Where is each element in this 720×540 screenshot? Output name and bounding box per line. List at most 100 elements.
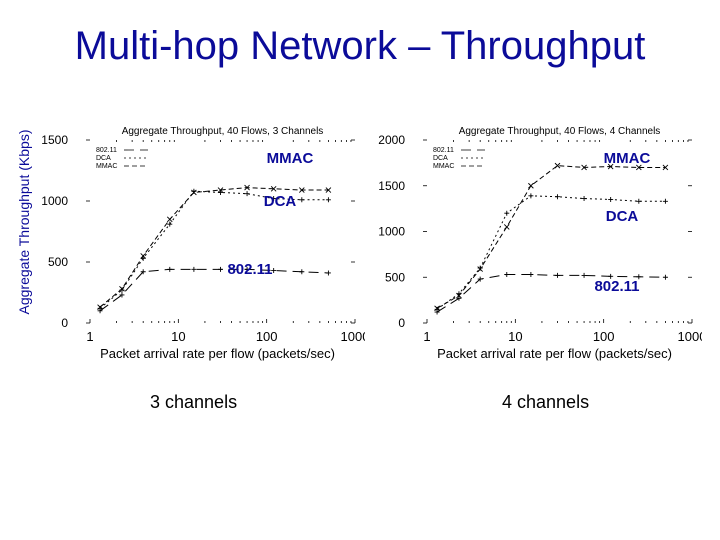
- marker-x: [140, 253, 147, 259]
- marker-plus: [662, 198, 668, 204]
- data-point-mmac: [217, 187, 224, 193]
- data-point-dca: [299, 197, 305, 203]
- data-point-802-11: [140, 269, 146, 275]
- data-point-dca: [528, 193, 534, 199]
- marker-plus: [191, 266, 197, 272]
- marker-plus: [581, 196, 587, 202]
- data-point-dca: [325, 197, 331, 203]
- chart-title: Aggregate Throughput, 40 Flows, 4 Channe…: [459, 126, 661, 137]
- marker-x: [217, 187, 224, 193]
- y-tick-label-2000: 2000: [378, 133, 405, 147]
- data-point-dca: [244, 191, 250, 197]
- marker-x: [607, 163, 614, 170]
- marker-plus: [217, 189, 223, 195]
- marker-plus: [554, 194, 560, 200]
- data-point-802-11: [477, 276, 483, 282]
- data-point-dca: [271, 196, 277, 202]
- data-point-802-11: [271, 268, 277, 274]
- x-tick-label-1: 1: [423, 329, 430, 344]
- data-point-mmac: [244, 184, 250, 191]
- marker-x: [662, 164, 669, 171]
- legend-label-dca: DCA: [433, 155, 448, 162]
- legend-label-mmac: MMAC: [433, 163, 454, 170]
- legend-label-mmac: MMAC: [96, 163, 117, 170]
- marker-x: [528, 182, 534, 189]
- marker-x: [325, 187, 332, 193]
- x-axis-label: Packet arrival rate per flow (packets/se…: [100, 346, 335, 361]
- marker-plus: [244, 266, 250, 272]
- x-axis-label: Packet arrival rate per flow (packets/se…: [437, 346, 672, 361]
- marker-plus: [528, 193, 534, 199]
- marker-plus: [325, 270, 331, 276]
- data-point-mmac: [607, 163, 614, 170]
- caption-4-channels: 4 channels: [502, 392, 590, 412]
- data-point-dca: [662, 198, 668, 204]
- x-tick-label-100: 100: [256, 329, 278, 344]
- y-tick-label-500: 500: [385, 270, 405, 284]
- data-point-802-11: [456, 295, 462, 301]
- marker-plus: [167, 221, 173, 227]
- marker-plus: [140, 269, 146, 275]
- data-point-mmac: [119, 286, 125, 292]
- data-point-mmac: [325, 187, 332, 193]
- series-line-802-11: [99, 268, 329, 312]
- data-point-802-11: [662, 274, 668, 280]
- annotation-dca: DCA: [606, 208, 639, 225]
- marker-x: [581, 164, 587, 171]
- marker-plus: [244, 191, 250, 197]
- x-tick-label-1000: 1000: [341, 329, 365, 344]
- data-point-mmac: [166, 216, 173, 223]
- marker-x: [244, 184, 250, 191]
- legend-label-dca: DCA: [96, 155, 111, 162]
- data-point-802-11: [608, 273, 614, 279]
- data-point-802-11: [217, 266, 223, 272]
- marker-plus: [217, 266, 223, 272]
- marker-x: [97, 304, 103, 310]
- series-line-802-11: [436, 274, 666, 313]
- x-tick-label-10: 10: [508, 329, 522, 344]
- data-point-dca: [581, 196, 587, 202]
- data-point-mmac: [140, 253, 147, 259]
- data-point-802-11: [528, 272, 534, 278]
- marker-plus: [119, 292, 125, 298]
- series-line-mmac: [436, 165, 666, 309]
- marker-x: [270, 185, 277, 192]
- marker-x: [503, 224, 510, 230]
- marker-x: [456, 292, 462, 299]
- marker-plus: [504, 210, 510, 216]
- marker-plus: [554, 272, 560, 278]
- marker-x: [191, 189, 197, 196]
- y-tick-label-1500: 1500: [378, 179, 405, 193]
- data-point-mmac: [503, 224, 510, 230]
- slide-title: Multi-hop Network – Throughput: [74, 24, 646, 68]
- data-point-mmac: [97, 304, 103, 310]
- marker-plus: [636, 198, 642, 204]
- data-point-802-11: [119, 292, 125, 298]
- y-tick-label-1000: 1000: [378, 225, 405, 239]
- series-line-dca: [99, 190, 329, 309]
- annotation-mmac: MMAC: [267, 150, 314, 167]
- data-point-802-11: [191, 266, 197, 272]
- data-point-dca: [217, 189, 223, 195]
- data-point-802-11: [299, 269, 305, 275]
- data-point-mmac: [477, 266, 484, 272]
- marker-plus: [608, 273, 614, 279]
- marker-plus: [662, 274, 668, 280]
- data-point-mmac: [581, 164, 587, 171]
- data-point-mmac: [554, 162, 561, 169]
- throughput-chart-3-channels: Aggregate Throughput, 40 Flows, 3 Channe…: [41, 126, 365, 361]
- data-point-mmac: [434, 305, 440, 312]
- chart-title: Aggregate Throughput, 40 Flows, 3 Channe…: [122, 126, 324, 137]
- marker-plus: [477, 276, 483, 282]
- global-y-axis-label: Aggregate Throughput (Kbps): [16, 129, 32, 315]
- x-tick-label-1: 1: [86, 329, 93, 344]
- data-point-mmac: [298, 187, 305, 193]
- marker-x: [635, 164, 642, 171]
- series-line-mmac: [99, 187, 329, 308]
- marker-plus: [271, 268, 277, 274]
- data-point-802-11: [167, 266, 173, 272]
- data-point-mmac: [635, 164, 642, 171]
- marker-plus: [528, 272, 534, 278]
- x-tick-label-1000: 1000: [678, 329, 702, 344]
- y-tick-label-0: 0: [61, 316, 68, 330]
